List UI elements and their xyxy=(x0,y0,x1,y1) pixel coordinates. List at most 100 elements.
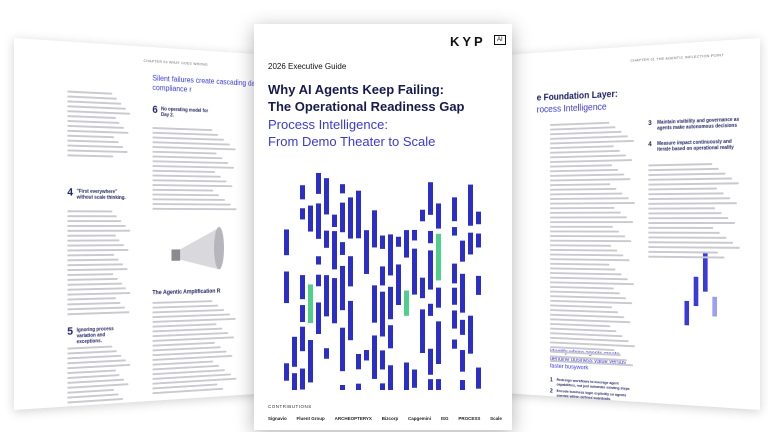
cover-pattern xyxy=(284,172,481,390)
text-line xyxy=(549,304,613,309)
text-line xyxy=(152,207,237,211)
text-line xyxy=(648,192,724,196)
text-line xyxy=(152,203,231,206)
text-line xyxy=(152,184,233,188)
text-line xyxy=(67,144,124,149)
item-text: "First everywhere" without scale thinkin… xyxy=(76,188,126,201)
pattern-bar xyxy=(388,365,393,390)
pattern-bar xyxy=(308,284,313,324)
pattern-bar xyxy=(356,353,361,370)
pattern-bar xyxy=(452,227,457,236)
pattern-bar xyxy=(372,210,377,248)
text-line xyxy=(549,327,617,333)
pattern-bar xyxy=(324,348,329,359)
pattern-bar xyxy=(388,286,393,320)
text-line xyxy=(67,345,113,350)
pattern-bar xyxy=(428,250,433,290)
contributor-logo: Scale xyxy=(490,416,502,421)
chapter-label: CHAPTER 03 WHAT GOES WRONG xyxy=(143,58,208,67)
pattern-bar xyxy=(324,178,329,215)
pattern-bar xyxy=(356,383,361,390)
text-line xyxy=(648,241,734,244)
pattern-bar xyxy=(316,302,321,334)
pattern-bar xyxy=(372,335,377,379)
body-text-block xyxy=(152,299,237,397)
text-line xyxy=(152,323,217,328)
text-line xyxy=(67,149,128,153)
text-line xyxy=(648,167,719,172)
item-number: 5 xyxy=(67,325,74,338)
pattern-bar xyxy=(452,263,457,284)
pattern-bar xyxy=(468,315,473,354)
text-line xyxy=(67,292,131,296)
text-line xyxy=(648,177,733,181)
text-line xyxy=(549,178,631,182)
pattern-bar xyxy=(364,230,369,274)
item-number: 2 xyxy=(549,388,553,395)
body-text-block xyxy=(648,162,741,261)
pattern-bar xyxy=(420,277,425,299)
pattern-bar xyxy=(396,264,401,306)
pattern-bar xyxy=(340,384,345,390)
text-line xyxy=(67,277,118,281)
pattern-bar xyxy=(340,202,345,233)
text-line xyxy=(152,188,214,192)
pattern-bar xyxy=(292,336,297,367)
text-line xyxy=(152,160,229,164)
pattern-bar xyxy=(452,287,457,305)
text-line xyxy=(152,179,227,183)
text-line xyxy=(152,150,217,155)
contributor-logo: ARCHEOPTERYX xyxy=(334,416,372,421)
text-line xyxy=(549,295,627,300)
text-line xyxy=(67,215,117,218)
text-line xyxy=(152,198,225,201)
pattern-bar xyxy=(420,309,425,354)
pattern-bar xyxy=(436,379,441,390)
text-line xyxy=(549,221,634,224)
pattern-bar xyxy=(460,319,465,335)
pattern-bar xyxy=(300,368,305,390)
text-line xyxy=(648,207,716,210)
text-line xyxy=(67,90,113,95)
text-line xyxy=(67,154,113,158)
text-line xyxy=(67,120,120,124)
text-line xyxy=(152,165,234,169)
text-line xyxy=(67,306,125,311)
text-line xyxy=(67,105,126,110)
text-line xyxy=(549,276,628,281)
text-line xyxy=(549,281,634,286)
text-line xyxy=(152,127,213,132)
text-line xyxy=(648,163,713,167)
text-line xyxy=(648,246,740,249)
text-line xyxy=(67,273,113,276)
item-number: 1 xyxy=(549,377,553,384)
pattern-bar xyxy=(300,185,305,200)
text-line xyxy=(67,115,116,119)
pattern-bar xyxy=(476,211,481,225)
pattern-bar xyxy=(316,256,321,265)
text-line xyxy=(648,217,729,220)
pattern-bar xyxy=(364,350,369,361)
pattern-bar xyxy=(412,248,417,295)
pattern-bar xyxy=(380,383,385,390)
contributor-logo: PROCESS xyxy=(458,416,481,421)
pattern-bar xyxy=(380,266,385,286)
body-text-block xyxy=(152,127,237,213)
text-line xyxy=(152,169,215,173)
pattern-bar xyxy=(348,300,353,341)
text-line xyxy=(549,202,635,205)
text-line xyxy=(549,262,610,266)
cover-page: KYP AI 2026 Executive Guide Why AI Agent… xyxy=(254,24,512,430)
pattern-bar xyxy=(284,363,289,381)
text-line xyxy=(152,327,223,333)
text-line xyxy=(67,210,113,213)
megaphone-illustration xyxy=(171,226,225,271)
chapter-label: CHAPTER 01 THE AGENTIC INFLECTION POINT xyxy=(630,52,724,63)
contributor-logo: Capgemini xyxy=(408,416,432,421)
pattern-bar xyxy=(340,327,345,372)
pattern-bar xyxy=(404,230,409,258)
text-line xyxy=(549,206,615,210)
pattern-bar xyxy=(324,230,329,248)
text-line xyxy=(67,374,120,380)
